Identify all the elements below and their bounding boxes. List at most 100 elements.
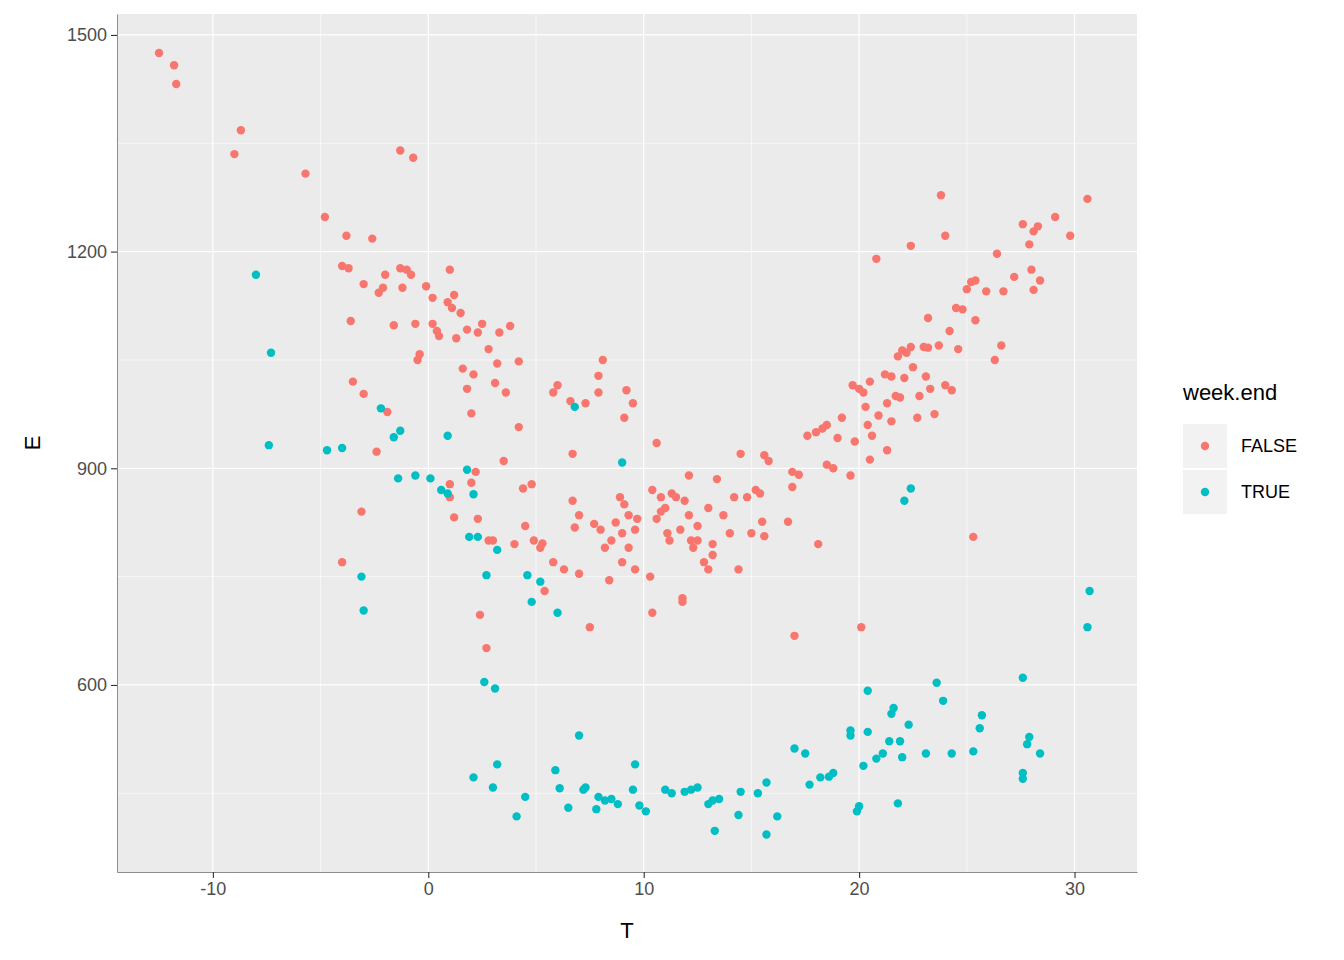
- point: [368, 234, 376, 242]
- point: [756, 489, 764, 497]
- point: [624, 544, 632, 552]
- point: [463, 466, 471, 474]
- point: [586, 623, 594, 631]
- point: [489, 783, 497, 791]
- point: [872, 255, 880, 263]
- point: [527, 480, 535, 488]
- point: [1083, 623, 1091, 631]
- point: [616, 493, 624, 501]
- point: [463, 325, 471, 333]
- point: [924, 343, 932, 351]
- point: [954, 345, 962, 353]
- point: [523, 571, 531, 579]
- point: [428, 320, 436, 328]
- point: [1025, 733, 1033, 741]
- point: [633, 515, 641, 523]
- grid-line: [1074, 14, 1075, 872]
- point: [553, 381, 561, 389]
- point: [474, 328, 482, 336]
- point: [708, 551, 716, 559]
- point: [814, 540, 822, 548]
- grid-line: [117, 684, 1137, 685]
- tick-label: 600: [77, 675, 107, 695]
- point: [907, 343, 915, 351]
- point: [390, 433, 398, 441]
- point: [788, 483, 796, 491]
- point: [743, 493, 751, 501]
- tick: 600: [77, 675, 117, 695]
- point: [301, 169, 309, 177]
- point: [969, 747, 977, 755]
- point: [678, 598, 686, 606]
- point: [499, 457, 507, 465]
- point: [411, 471, 419, 479]
- legend-label: TRUE: [1241, 482, 1290, 502]
- tick-label: 1200: [67, 242, 107, 262]
- point: [715, 795, 723, 803]
- point: [553, 609, 561, 617]
- point: [480, 678, 488, 686]
- point: [607, 536, 615, 544]
- point: [978, 711, 986, 719]
- point: [359, 280, 367, 288]
- point: [620, 414, 628, 422]
- point: [428, 294, 436, 302]
- point: [476, 611, 484, 619]
- point: [463, 385, 471, 393]
- point: [680, 497, 688, 505]
- point: [530, 536, 538, 544]
- legend-label: FALSE: [1241, 436, 1297, 456]
- point: [997, 341, 1005, 349]
- point: [379, 284, 387, 292]
- plot-background: [117, 14, 1137, 872]
- point: [838, 414, 846, 422]
- point: [618, 529, 626, 537]
- point: [448, 304, 456, 312]
- point: [590, 520, 598, 528]
- point: [857, 623, 865, 631]
- point: [540, 587, 548, 595]
- point: [708, 540, 716, 548]
- point: [676, 525, 684, 533]
- point: [652, 439, 660, 447]
- point: [816, 773, 824, 781]
- point: [734, 565, 742, 573]
- tick-mark: [644, 872, 645, 878]
- point: [879, 749, 887, 757]
- point: [1019, 775, 1027, 783]
- point: [762, 830, 770, 838]
- minor-grid-line: [966, 14, 967, 872]
- point: [450, 513, 458, 521]
- point: [883, 399, 891, 407]
- point: [512, 812, 520, 820]
- point: [864, 687, 872, 695]
- point: [443, 489, 451, 497]
- point: [898, 753, 906, 761]
- series: [155, 49, 1092, 653]
- point: [629, 399, 637, 407]
- point: [864, 728, 872, 736]
- point: [754, 789, 762, 797]
- point: [555, 784, 563, 792]
- point: [885, 737, 893, 745]
- point: [450, 291, 458, 299]
- point: [624, 511, 632, 519]
- point: [482, 644, 490, 652]
- point: [1029, 286, 1037, 294]
- point: [415, 350, 423, 358]
- tick: 10: [634, 872, 654, 899]
- point: [1036, 749, 1044, 757]
- point: [900, 497, 908, 505]
- point: [357, 507, 365, 515]
- tick-label: 10: [634, 879, 654, 899]
- point: [265, 441, 273, 449]
- point: [549, 388, 557, 396]
- axis-line: [117, 15, 118, 873]
- point: [493, 359, 501, 367]
- tick-mark: [428, 872, 429, 878]
- point: [1025, 240, 1033, 248]
- point: [377, 404, 385, 412]
- point: [894, 799, 902, 807]
- point: [874, 411, 882, 419]
- minor-grid-line: [117, 143, 1137, 144]
